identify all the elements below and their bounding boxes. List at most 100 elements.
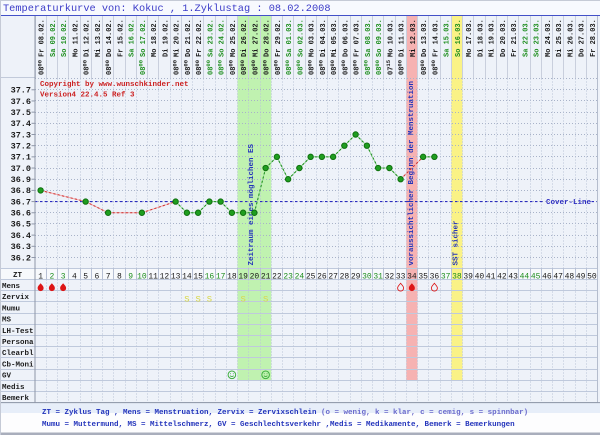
svg-text:Version4 22.4.5 Ref 3: Version4 22.4.5 Ref 3 bbox=[40, 91, 135, 99]
svg-text:Cb-Moni: Cb-Moni bbox=[2, 361, 34, 369]
svg-text:32: 32 bbox=[385, 272, 395, 281]
svg-text:0800: 0800 bbox=[396, 60, 406, 75]
svg-text:0800: 0800 bbox=[138, 60, 148, 75]
svg-text:44: 44 bbox=[520, 272, 530, 281]
svg-text:0800: 0800 bbox=[228, 60, 238, 75]
svg-text:36.3: 36.3 bbox=[11, 242, 31, 252]
svg-text:36.8: 36.8 bbox=[11, 186, 31, 196]
svg-text:Do 20.03.: Do 20.03. bbox=[500, 19, 508, 57]
svg-text:27: 27 bbox=[328, 272, 338, 281]
svg-text:0800: 0800 bbox=[430, 60, 440, 75]
svg-text:50: 50 bbox=[587, 272, 597, 281]
svg-text:48: 48 bbox=[565, 272, 575, 281]
svg-text:43: 43 bbox=[508, 272, 518, 281]
svg-text:0800: 0800 bbox=[183, 60, 193, 75]
svg-text:Mo 25.02.: Mo 25.02. bbox=[230, 19, 238, 57]
svg-text:17: 17 bbox=[216, 272, 226, 281]
svg-text:8: 8 bbox=[117, 272, 122, 281]
svg-text:42: 42 bbox=[497, 272, 507, 281]
svg-text:ZT: ZT bbox=[13, 272, 23, 280]
svg-text:s: s bbox=[195, 293, 201, 305]
svg-text:0800: 0800 bbox=[351, 60, 361, 75]
svg-text:So 10.02.: So 10.02. bbox=[61, 19, 69, 57]
svg-text:0800: 0800 bbox=[318, 60, 328, 75]
svg-text:Mi 13.02.: Mi 13.02. bbox=[95, 19, 103, 57]
svg-text:40: 40 bbox=[475, 272, 485, 281]
svg-text:12: 12 bbox=[160, 272, 170, 281]
svg-text:21: 21 bbox=[261, 272, 271, 281]
svg-text:36.5: 36.5 bbox=[11, 220, 31, 230]
svg-text:37.0: 37.0 bbox=[11, 164, 31, 174]
svg-text:Clearbl: Clearbl bbox=[2, 350, 34, 358]
svg-text:33: 33 bbox=[396, 272, 406, 281]
svg-text:0800: 0800 bbox=[261, 60, 271, 75]
svg-text:Sa 15.03.: Sa 15.03. bbox=[444, 19, 452, 57]
svg-text:30: 30 bbox=[362, 272, 372, 281]
svg-text:0800: 0800 bbox=[205, 60, 215, 75]
svg-text:6: 6 bbox=[94, 272, 99, 281]
svg-text:0800: 0800 bbox=[81, 60, 91, 75]
svg-text:47: 47 bbox=[553, 272, 563, 281]
svg-text:37.6: 37.6 bbox=[11, 97, 31, 107]
svg-text:Mi 26.03.: Mi 26.03. bbox=[567, 19, 575, 57]
svg-text:0800: 0800 bbox=[419, 60, 429, 75]
svg-text:So 17.02.: So 17.02. bbox=[140, 19, 148, 57]
svg-text:So 16.03.: So 16.03. bbox=[455, 19, 463, 57]
svg-text:5: 5 bbox=[83, 272, 88, 281]
svg-text:Do 13.03.: Do 13.03. bbox=[421, 19, 429, 57]
svg-text:Mumu = Muttermund, MS = Mittel: Mumu = Muttermund, MS = Mittelschmerz, G… bbox=[42, 421, 515, 429]
svg-text:0800: 0800 bbox=[273, 60, 283, 75]
svg-text:Medis: Medis bbox=[2, 384, 25, 392]
svg-text:So 09.03.: So 09.03. bbox=[376, 19, 384, 57]
svg-text:0800: 0800 bbox=[306, 60, 316, 75]
svg-text:Mi 12.03.: Mi 12.03. bbox=[410, 19, 418, 57]
svg-text:0800: 0800 bbox=[284, 60, 294, 75]
svg-text:36.4: 36.4 bbox=[11, 231, 31, 241]
svg-text:36.9: 36.9 bbox=[11, 175, 31, 185]
svg-text:s: s bbox=[262, 293, 268, 305]
svg-text:36.2: 36.2 bbox=[11, 253, 31, 263]
svg-text:Fr 08.02.: Fr 08.02. bbox=[39, 19, 47, 57]
svg-text:Sa 22.03.: Sa 22.03. bbox=[522, 19, 530, 57]
svg-text:39: 39 bbox=[463, 272, 473, 281]
svg-text:Do 21.02.: Do 21.02. bbox=[185, 19, 193, 57]
svg-text:38: 38 bbox=[452, 272, 462, 281]
svg-text:35: 35 bbox=[418, 272, 428, 281]
svg-text:Mumu: Mumu bbox=[2, 305, 20, 313]
svg-text:Di 11.03.: Di 11.03. bbox=[399, 19, 407, 57]
svg-text:Copyright by www.wunschkinder.: Copyright by www.wunschkinder.net bbox=[40, 81, 189, 89]
svg-text:0800: 0800 bbox=[250, 60, 260, 75]
svg-text:18: 18 bbox=[227, 272, 237, 281]
svg-text:Persona: Persona bbox=[2, 339, 34, 347]
svg-text:SST sicher: SST sicher bbox=[453, 220, 461, 265]
svg-text:Di 18.03.: Di 18.03. bbox=[477, 19, 485, 57]
svg-text:0800: 0800 bbox=[363, 60, 373, 75]
svg-text:Zeitraum eines möglichen ES: Zeitraum eines möglichen ES bbox=[248, 143, 256, 265]
svg-text:Mi 27.02.: Mi 27.02. bbox=[252, 19, 260, 57]
svg-text:Temperaturkurve von: Kokuc , 1: Temperaturkurve von: Kokuc , 1.Zyklustag… bbox=[3, 3, 331, 15]
svg-text:Sa 01.03.: Sa 01.03. bbox=[286, 19, 294, 57]
svg-text:16: 16 bbox=[205, 272, 215, 281]
svg-text:13: 13 bbox=[171, 272, 181, 281]
svg-text:GV: GV bbox=[2, 373, 12, 381]
svg-text:Fr 29.02.: Fr 29.02. bbox=[275, 19, 283, 57]
svg-text:Mo 10.03.: Mo 10.03. bbox=[387, 19, 395, 57]
svg-text:37.1: 37.1 bbox=[11, 153, 31, 163]
svg-text:49: 49 bbox=[576, 272, 586, 281]
svg-text:37: 37 bbox=[441, 272, 451, 281]
svg-text:7: 7 bbox=[106, 272, 111, 281]
svg-text:2: 2 bbox=[49, 272, 54, 281]
svg-text:Do 06.03.: Do 06.03. bbox=[342, 19, 350, 57]
svg-text:0800: 0800 bbox=[239, 60, 249, 75]
svg-text:28: 28 bbox=[340, 272, 350, 281]
svg-text:So 23.03.: So 23.03. bbox=[534, 19, 542, 57]
svg-text:3: 3 bbox=[61, 272, 66, 281]
svg-text:36.7: 36.7 bbox=[11, 197, 31, 207]
svg-text:22: 22 bbox=[272, 272, 282, 281]
svg-text:Fr 28.03.: Fr 28.03. bbox=[590, 19, 598, 57]
svg-text:So 24.02.: So 24.02. bbox=[219, 19, 227, 57]
svg-text:Mo 11.02.: Mo 11.02. bbox=[72, 19, 80, 57]
svg-text:Mens: Mens bbox=[2, 283, 21, 291]
svg-text:37.2: 37.2 bbox=[11, 141, 31, 151]
svg-text:36.6: 36.6 bbox=[11, 209, 31, 219]
